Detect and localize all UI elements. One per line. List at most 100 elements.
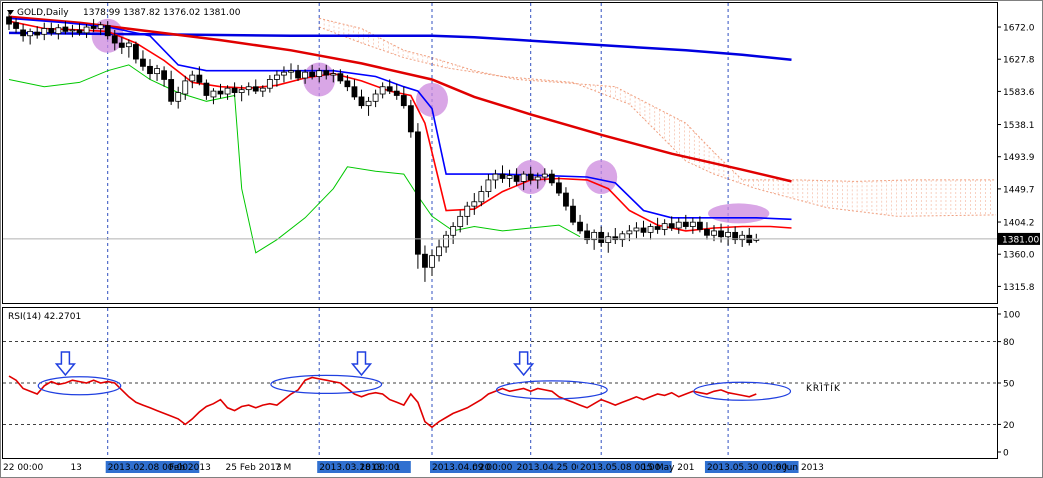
candle-body bbox=[90, 25, 97, 29]
candle-body bbox=[351, 86, 358, 98]
rsi-ellipse bbox=[270, 374, 383, 394]
moving-averages bbox=[8, 15, 792, 183]
time-label-highlight bbox=[105, 461, 200, 473]
candle-body bbox=[619, 233, 626, 241]
candle-body bbox=[210, 90, 217, 98]
candle-body bbox=[725, 231, 731, 238]
candle-body bbox=[675, 221, 682, 229]
candle-body bbox=[337, 73, 344, 82]
candle-body bbox=[400, 95, 407, 107]
candle-body bbox=[266, 79, 273, 89]
rsi-tick-label: 0 bbox=[1003, 449, 1009, 459]
candle-body bbox=[556, 182, 562, 194]
candle-body bbox=[175, 92, 182, 102]
price-tick-label: 1449.7 bbox=[1003, 185, 1035, 195]
candle-body bbox=[563, 192, 569, 207]
candle-body bbox=[259, 87, 266, 92]
time-tick-label: 25 Feb 2013 bbox=[226, 463, 282, 473]
candle-body bbox=[407, 105, 414, 133]
ohlc-label: 1378.99 1387.82 1376.02 1381.00 bbox=[83, 8, 241, 18]
candle-body bbox=[344, 80, 351, 88]
candle-body bbox=[140, 58, 146, 67]
candle-body bbox=[48, 28, 55, 34]
rsi-axis: 100 80 50 20 0 bbox=[997, 311, 1020, 459]
candle-body bbox=[295, 70, 301, 79]
menu-triangle-icon[interactable] bbox=[7, 10, 14, 15]
time-tick-label: 2013.05.08 00:00 bbox=[580, 463, 661, 473]
candle-body bbox=[323, 70, 330, 76]
candle-body bbox=[386, 86, 393, 92]
time-label-highlight bbox=[704, 461, 799, 473]
candle-body bbox=[527, 173, 534, 181]
last-price-box bbox=[998, 232, 1040, 245]
candle-body bbox=[732, 231, 739, 241]
candle-body bbox=[273, 74, 280, 80]
candle-body bbox=[217, 90, 224, 95]
rsi-tick-label: 50 bbox=[1003, 380, 1015, 390]
candle-body bbox=[661, 223, 668, 230]
rsi-plot-area bbox=[2, 307, 998, 459]
main-panel: 1381.00 1672.0 1627.8 1583.6 1538.1 1493.9 14… bbox=[2, 2, 1040, 304]
price-tick-label: 1404.2 bbox=[1003, 219, 1035, 229]
candle-body bbox=[682, 221, 689, 227]
highlight-circle bbox=[585, 160, 618, 195]
down-arrow-icon bbox=[54, 351, 76, 377]
last-price-line: 1381.00 bbox=[3, 232, 1040, 245]
time-tick-label: 15 May 201 bbox=[642, 463, 695, 473]
candle-body bbox=[591, 231, 598, 241]
candle-body bbox=[104, 25, 111, 37]
candle-body bbox=[189, 74, 196, 82]
candle-body bbox=[125, 42, 132, 48]
candle-body bbox=[654, 226, 661, 230]
candle-body bbox=[288, 70, 294, 73]
candle-body bbox=[147, 65, 153, 75]
ichimoku-cloud bbox=[318, 17, 997, 217]
price-tick-label: 1583.6 bbox=[1003, 88, 1035, 98]
candle-body bbox=[309, 71, 316, 77]
candle-body bbox=[245, 86, 252, 91]
candle-body bbox=[626, 230, 633, 235]
price-tick-label: 1315.8 bbox=[1003, 283, 1035, 293]
candle-body bbox=[422, 253, 428, 268]
candle-body bbox=[69, 29, 76, 32]
candle-body bbox=[640, 227, 647, 233]
candle-body bbox=[429, 255, 435, 268]
candle-body bbox=[41, 28, 48, 35]
candle-body bbox=[450, 226, 457, 236]
candle-body bbox=[541, 173, 548, 178]
candle-body bbox=[711, 230, 717, 236]
time-tick-label: 2013.04.25 00:00 bbox=[517, 463, 598, 473]
candle-body bbox=[55, 27, 62, 34]
kumo-span-b bbox=[319, 26, 997, 217]
rsi-ellipse bbox=[693, 381, 792, 401]
candle-body bbox=[302, 71, 309, 79]
candle-body bbox=[457, 215, 464, 227]
candle-body bbox=[281, 71, 287, 76]
candle-body bbox=[647, 226, 654, 233]
candle-body bbox=[605, 236, 612, 243]
candle-body bbox=[62, 26, 69, 32]
candle-body bbox=[6, 16, 12, 25]
candle-body bbox=[13, 22, 19, 29]
symbol-label: GOLD,Daily bbox=[17, 8, 69, 18]
time-tick-label: 7 M bbox=[275, 463, 291, 473]
rsi-ellipse bbox=[495, 380, 608, 400]
candle-body bbox=[132, 44, 139, 60]
candle-body bbox=[238, 89, 245, 93]
price-tick-label: 1672.0 bbox=[1003, 24, 1035, 34]
kijun-line bbox=[8, 17, 792, 221]
candle-body bbox=[118, 42, 125, 48]
price-axis: 1672.0 1627.8 1583.6 1538.1 1493.9 1449.7 1404… bbox=[997, 24, 1035, 293]
candle-body bbox=[252, 86, 259, 92]
time-tick-label: 6 Jun 2013 bbox=[775, 463, 823, 473]
candle-body bbox=[97, 24, 104, 29]
candle-body bbox=[443, 234, 450, 248]
price-tick-label: 1493.9 bbox=[1003, 153, 1035, 163]
sma-red-line bbox=[8, 15, 792, 183]
candle-body bbox=[506, 175, 513, 179]
candle-body bbox=[154, 68, 160, 75]
candle-body bbox=[548, 173, 555, 184]
price-tick-label: 1627.8 bbox=[1003, 56, 1035, 66]
candle-body bbox=[436, 246, 442, 257]
